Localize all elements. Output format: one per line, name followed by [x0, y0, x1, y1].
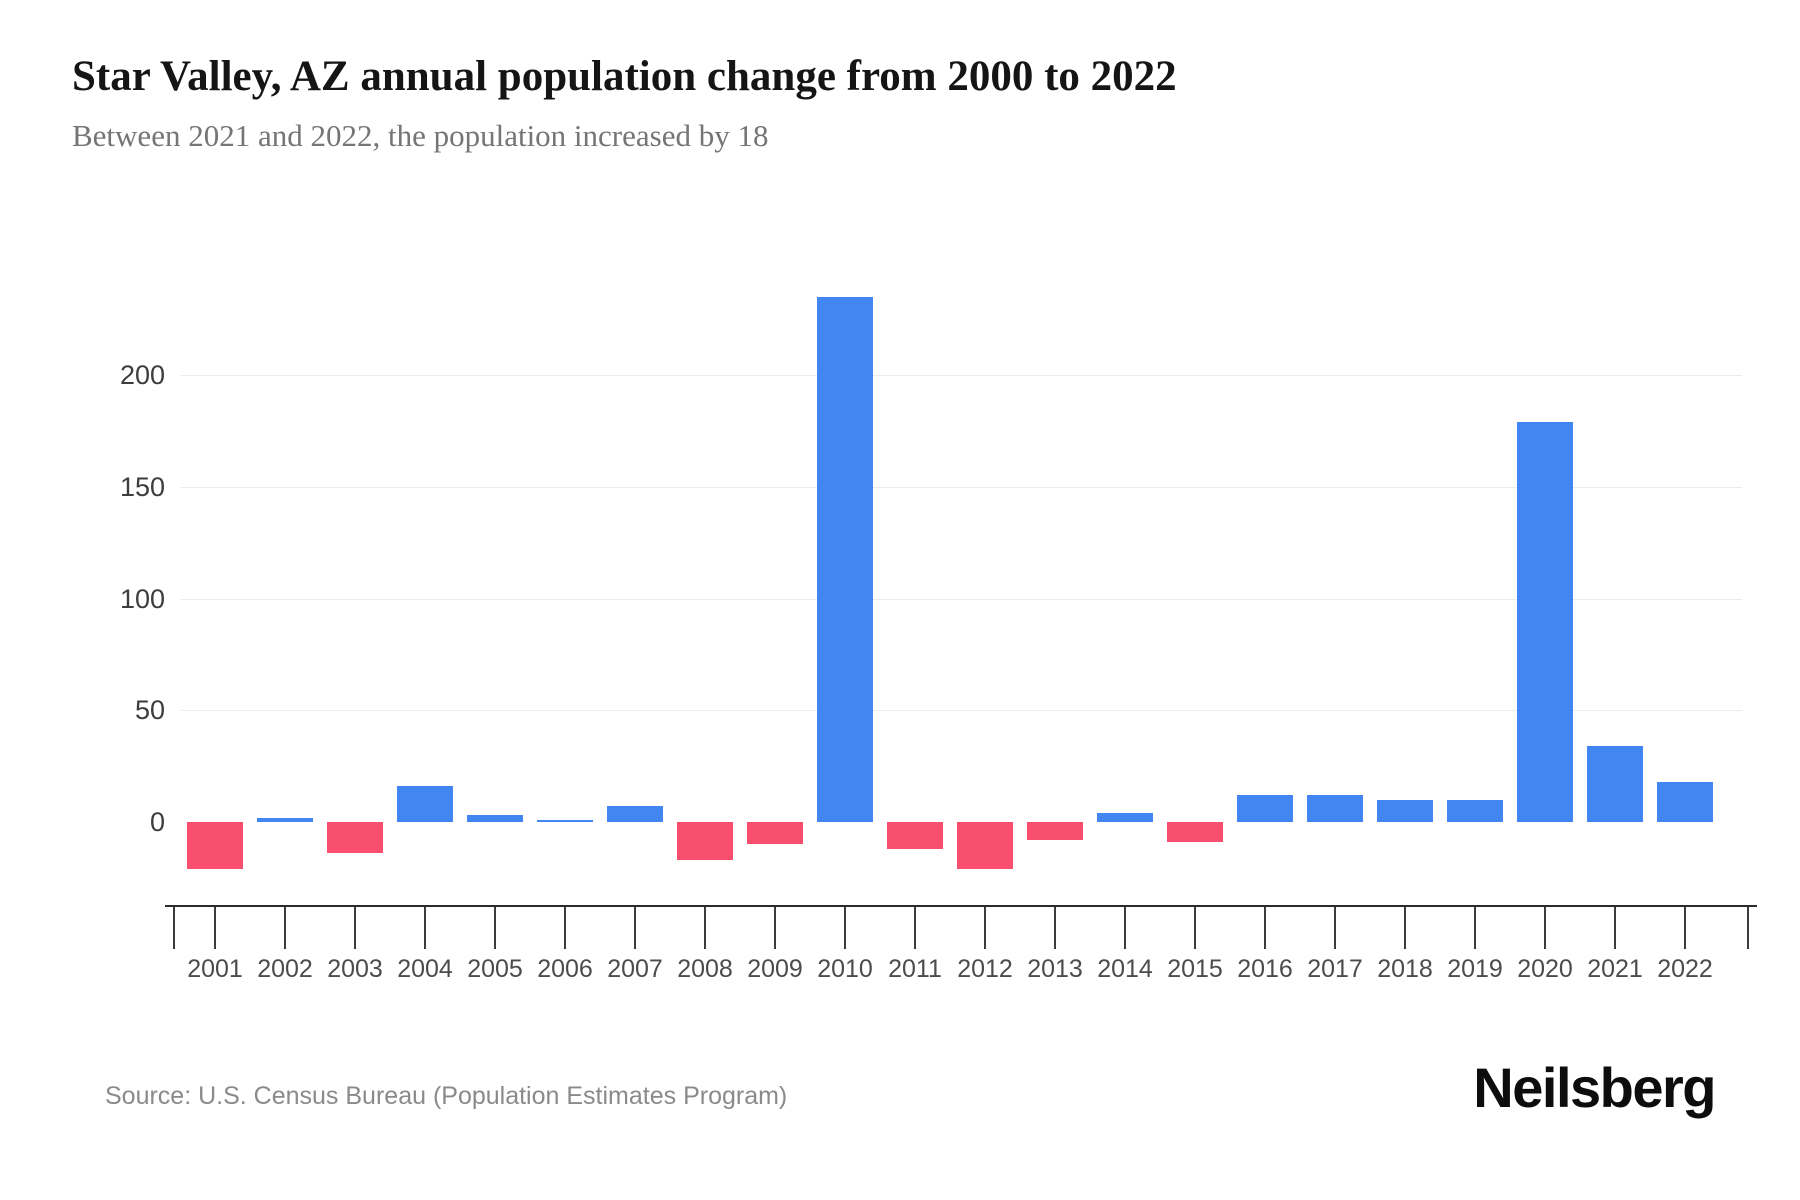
- tick-2011: [914, 907, 916, 949]
- x-axis-label-2017: 2017: [1307, 955, 1363, 983]
- tick-2016: [1264, 907, 1266, 949]
- tick-2010: [844, 907, 846, 949]
- x-axis-label-2016: 2016: [1237, 955, 1293, 983]
- x-axis-label-2012: 2012: [957, 955, 1013, 983]
- x-axis-label-2009: 2009: [747, 955, 803, 983]
- source-note: Source: U.S. Census Bureau (Population E…: [105, 1082, 788, 1110]
- bar-2007[interactable]: [607, 806, 663, 822]
- tick-2003: [354, 907, 356, 949]
- chart-title: Star Valley, AZ annual population change…: [72, 53, 1177, 100]
- x-axis-label-2019: 2019: [1447, 955, 1503, 983]
- bar-2004[interactable]: [397, 786, 453, 822]
- bar-2002[interactable]: [257, 817, 313, 822]
- gridline-150: [180, 486, 1742, 488]
- tick-2017: [1334, 907, 1336, 949]
- bar-2010[interactable]: [817, 296, 873, 822]
- x-axis-label-2020: 2020: [1517, 955, 1573, 983]
- bar-2009[interactable]: [747, 822, 803, 845]
- bar-2006[interactable]: [537, 819, 593, 822]
- bar-2012[interactable]: [957, 822, 1013, 869]
- x-axis-label-2004: 2004: [397, 955, 453, 983]
- bar-2021[interactable]: [1587, 746, 1643, 822]
- y-axis-label-200: 200: [119, 360, 165, 390]
- plot-area: 0 50 100 150 200 2001 2002 2003 2004 2005 2006 2007…: [120, 250, 1757, 983]
- x-axis-label-2022: 2022: [1657, 955, 1713, 983]
- gridline-100: [180, 598, 1742, 600]
- y-axis-label-0: 0: [149, 807, 165, 837]
- y-axis-label-100: 100: [119, 583, 165, 614]
- bar-2015[interactable]: [1167, 822, 1223, 843]
- x-axis: 2001 2002 2003 2004 2005 2006 2007 2008 2009 2010…: [165, 905, 1757, 1005]
- bar-2001[interactable]: [187, 822, 243, 869]
- bar-2019[interactable]: [1447, 799, 1503, 822]
- tick-2021: [1614, 907, 1616, 949]
- x-axis-label-2002: 2002: [257, 955, 313, 983]
- tick-2006: [564, 907, 566, 949]
- bar-2005[interactable]: [467, 815, 523, 822]
- tick-2008: [704, 907, 706, 949]
- gridline-50: [180, 710, 1742, 712]
- x-axis-label-2013: 2013: [1027, 955, 1083, 983]
- bar-2013[interactable]: [1027, 822, 1083, 840]
- bar-2016[interactable]: [1237, 795, 1293, 822]
- bar-2018[interactable]: [1377, 799, 1433, 822]
- tick-2014: [1124, 907, 1126, 949]
- x-axis-label-2021: 2021: [1587, 955, 1643, 983]
- tick-2009: [774, 907, 776, 949]
- tick-2004: [424, 907, 426, 949]
- tick-2020: [1544, 907, 1546, 949]
- tick-2018: [1404, 907, 1406, 949]
- bar-2003[interactable]: [327, 822, 383, 854]
- tick-2022: [1684, 907, 1686, 949]
- tick-2005: [494, 907, 496, 949]
- axis-end-tick-left: [173, 907, 175, 949]
- y-axis-label-150: 150: [119, 471, 165, 502]
- tick-2012: [984, 907, 986, 949]
- x-axis-label-2003: 2003: [327, 955, 383, 983]
- tick-2001: [214, 907, 216, 949]
- tick-2007: [634, 907, 636, 949]
- axis-end-tick-right: [1747, 907, 1749, 949]
- x-axis-label-2001: 2001: [187, 955, 243, 983]
- x-axis-label-2018: 2018: [1377, 955, 1433, 983]
- bar-2022[interactable]: [1657, 781, 1713, 822]
- x-axis-label-2008: 2008: [677, 955, 733, 983]
- x-axis-label-2006: 2006: [537, 955, 593, 983]
- tick-2002: [284, 907, 286, 949]
- tick-2015: [1194, 907, 1196, 949]
- x-axis-label-2014: 2014: [1097, 955, 1153, 983]
- tick-2019: [1474, 907, 1476, 949]
- bar-2011[interactable]: [887, 822, 943, 849]
- x-axis-label-2015: 2015: [1167, 955, 1223, 983]
- bar-2020[interactable]: [1517, 421, 1573, 822]
- neilsberg-logo[interactable]: Neilsberg: [1473, 1056, 1716, 1119]
- x-axis-label-2005: 2005: [467, 955, 523, 983]
- gridline-200: [180, 375, 1742, 376]
- bar-2008[interactable]: [677, 822, 733, 860]
- tick-2013: [1054, 907, 1056, 949]
- chart-subtitle: Between 2021 and 2022, the population in…: [72, 118, 769, 153]
- x-axis-label-2011: 2011: [888, 955, 942, 983]
- x-axis-label-2010: 2010: [817, 955, 873, 983]
- bar-2014[interactable]: [1097, 813, 1153, 822]
- x-axis-label-2007: 2007: [607, 955, 663, 983]
- bar-2017[interactable]: [1307, 795, 1363, 822]
- y-axis-label-50: 50: [134, 695, 165, 726]
